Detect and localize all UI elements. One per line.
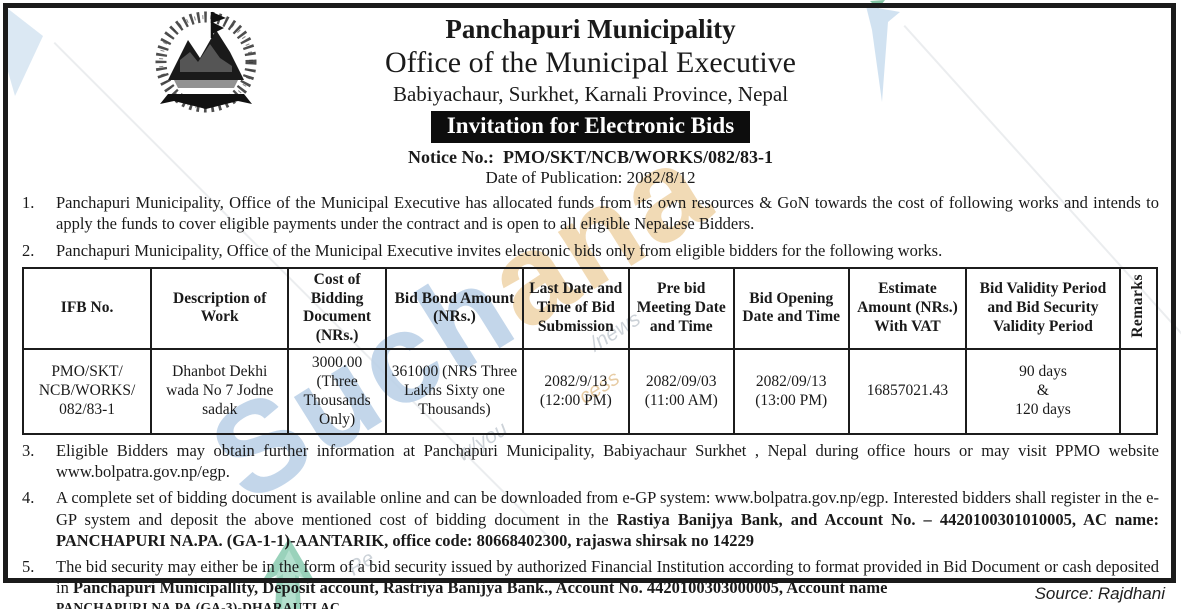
cell-cost: 3000.00 (Three Thousands Only) <box>287 348 387 436</box>
account-name-line: PANCHAPURI NA.PA.(GA-3)-DHARAUTI AC <box>56 600 340 609</box>
paragraph-text: A complete set of bidding document is av… <box>56 487 1159 550</box>
cell-description: Dhanbot Dekhi wada No 7 Jodne sadak <box>150 348 290 436</box>
notice-header: Panchapuri Municipality Office of the Mu… <box>22 14 1159 187</box>
paragraph-5: 5. The bid security may either be in the… <box>22 556 1159 609</box>
cell-bid-bond: 361000 (NRS Three Lakhs Sixty one Thousa… <box>384 348 525 436</box>
paragraph-text: Eligible Bidders may obtain further info… <box>56 441 1159 482</box>
table-header-row: IFB No. Description of Work Cost of Bidd… <box>21 266 1158 351</box>
publication-date: Date of Publication: 2082/8/12 <box>485 168 696 188</box>
paragraph-text: Panchapuri Municipality, Office of the M… <box>56 193 1159 234</box>
office-name: Office of the Municipal Executive <box>385 46 796 80</box>
office-address: Babiyachaur, Surkhet, Karnali Province, … <box>392 81 789 106</box>
cell-validity: 90 days & 120 days <box>965 348 1121 436</box>
col-header-opening: Bid Opening Date and Time <box>732 266 850 351</box>
source-credit: Source: Rajdhani <box>1034 584 1165 603</box>
remarks-vertical-label: Remarks <box>1128 273 1146 338</box>
col-header-validity: Bid Validity Period and Bid Security Val… <box>965 266 1121 351</box>
cell-opening: 2082/09/13 (13:00 PM) <box>732 348 850 436</box>
notice-number-value: PMO/SKT/NCB/WORKS/082/83-1 <box>502 147 773 168</box>
table-data-row: PMO/SKT/ NCB/WORKS/ 082/83-1 Dhanbot Dek… <box>21 348 1158 436</box>
badge-row: Invitation for Electronic Bids <box>22 111 1159 144</box>
col-header-prebid: Pre bid Meeting Date and Time <box>627 266 735 351</box>
col-header-ifb: IFB No. <box>21 266 153 351</box>
cell-ifb-no: PMO/SKT/ NCB/WORKS/ 082/83-1 <box>21 348 153 436</box>
cell-estimate: 16857021.43 <box>847 348 968 436</box>
notice-number-line: Notice No.: PMO/SKT/NCB/WORKS/082/83-1 <box>22 147 1159 167</box>
col-header-remarks: Remarks <box>1118 266 1158 351</box>
col-header-cost: Cost of Bidding Document (NRs.) <box>287 266 387 351</box>
cell-remarks <box>1118 348 1158 436</box>
paragraph-text: Panchapuri Municipality, Office of the M… <box>56 240 943 260</box>
paragraph-number: 1. <box>22 193 35 213</box>
municipality-logo <box>155 11 257 113</box>
col-header-description: Description of Work <box>150 266 290 351</box>
invitation-badge: Invitation for Electronic Bids <box>430 111 751 144</box>
notice-number-label: Notice No.: <box>408 147 494 168</box>
paragraph-2: 2. Panchapuri Municipality, Office of th… <box>22 240 1159 261</box>
paragraph-number: 4. <box>22 488 35 508</box>
paragraph-3: 3. Eligible Bidders may obtain further i… <box>22 440 1159 482</box>
paragraph-1: 1. Panchapuri Municipality, Office of th… <box>22 192 1159 234</box>
paragraph-number: 3. <box>22 441 35 461</box>
paragraph-4-normal: A complete set of bidding document is av… <box>56 488 1159 529</box>
paragraph-number: 5. <box>22 556 35 576</box>
paragraph-4-bank-details: Rastiya Banijya Bank, and Account No. – … <box>56 509 1159 550</box>
col-header-last-date: Last Date and Time of Bid Submission <box>522 266 630 351</box>
paragraph-5-deposit-details: Panchapuri Municipallity, Deposit accoun… <box>72 577 888 597</box>
col-header-bid-bond: Bid Bond Amount (NRs.) <box>384 266 525 351</box>
cell-last-date: 2082/9/13 (12:00 PM) <box>522 348 630 436</box>
bids-table: IFB No. Description of Work Cost of Bidd… <box>21 266 1158 436</box>
paragraph-text: The bid security may either be in the fo… <box>56 556 1159 609</box>
paragraph-4: 4. A complete set of bidding document is… <box>22 487 1159 550</box>
municipality-name: Panchapuri Municipality <box>445 14 736 44</box>
paragraph-number: 2. <box>22 240 35 260</box>
cell-prebid: 2082/09/03 (11:00 AM) <box>627 348 735 436</box>
col-header-estimate: Estimate Amount (NRs.) With VAT <box>847 266 968 351</box>
